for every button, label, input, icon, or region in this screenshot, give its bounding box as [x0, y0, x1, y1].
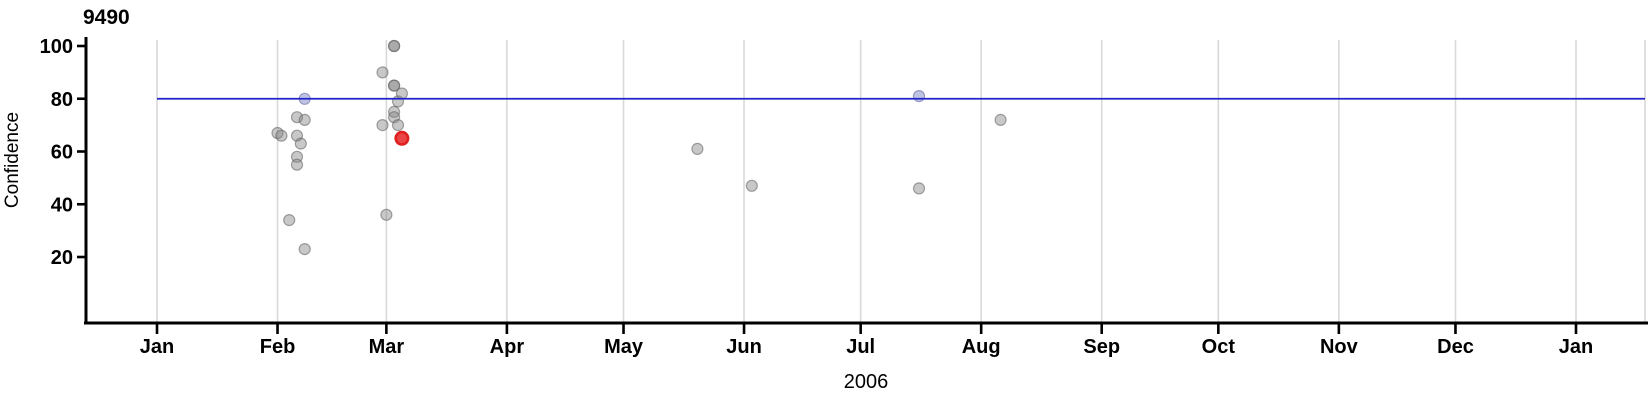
data-point-gray: [290, 158, 304, 171]
x-tick-label: Nov: [1320, 336, 1359, 358]
data-point-gray: [275, 129, 288, 142]
x-axis-label: 2006: [844, 371, 889, 393]
data-point-red: [394, 130, 410, 146]
x-tick-label: Mar: [369, 336, 405, 358]
y-tick-label: 100: [40, 36, 73, 58]
data-point-gray: [388, 39, 401, 53]
x-tick-label: Jul: [846, 336, 875, 358]
y-tick-label: 80: [51, 89, 73, 111]
y-tick-label: 40: [51, 194, 73, 216]
data-point-gray: [294, 137, 307, 150]
x-tick-label: May: [604, 336, 644, 358]
x-tick-label: Sep: [1083, 336, 1120, 358]
axis-layer: [77, 37, 1648, 334]
data-point-gray: [691, 142, 704, 155]
data-point-gray: [391, 118, 405, 132]
data-point-gray: [298, 243, 311, 256]
x-tick-label: Aug: [962, 336, 1001, 358]
tick-label-layer: 100 80 60 40 20 Jan Feb Mar Apr May Jun Jul Aug Sep Oc…: [40, 36, 1594, 358]
x-tick-label: Oct: [1202, 336, 1236, 358]
x-tick-label: Feb: [260, 336, 296, 358]
plot-title: 9490: [83, 6, 130, 29]
data-point-layer: [271, 39, 1007, 256]
data-point-gray: [745, 179, 758, 192]
x-tick-label: Dec: [1437, 336, 1474, 358]
data-point-gray: [388, 79, 401, 92]
data-point-gray: [395, 87, 408, 100]
y-tick-label: 60: [51, 142, 73, 164]
gridline-layer: [156, 40, 1646, 322]
x-tick-label: Jan: [1559, 336, 1593, 358]
x-tick-label: Jun: [726, 336, 762, 358]
data-point-gray: [376, 118, 389, 132]
x-tick-label: Jan: [140, 336, 174, 358]
data-point-gray: [376, 66, 389, 79]
y-tick-label: 20: [51, 247, 73, 269]
data-point-gray: [994, 113, 1007, 127]
data-point-gray: [283, 214, 296, 227]
data-point-blue: [912, 89, 926, 103]
data-point-gray: [298, 113, 311, 127]
y-axis-label: Confidence: [2, 112, 23, 208]
data-point-gray: [380, 208, 393, 221]
x-tick-label: Apr: [490, 336, 525, 358]
data-point-gray: [912, 182, 926, 195]
